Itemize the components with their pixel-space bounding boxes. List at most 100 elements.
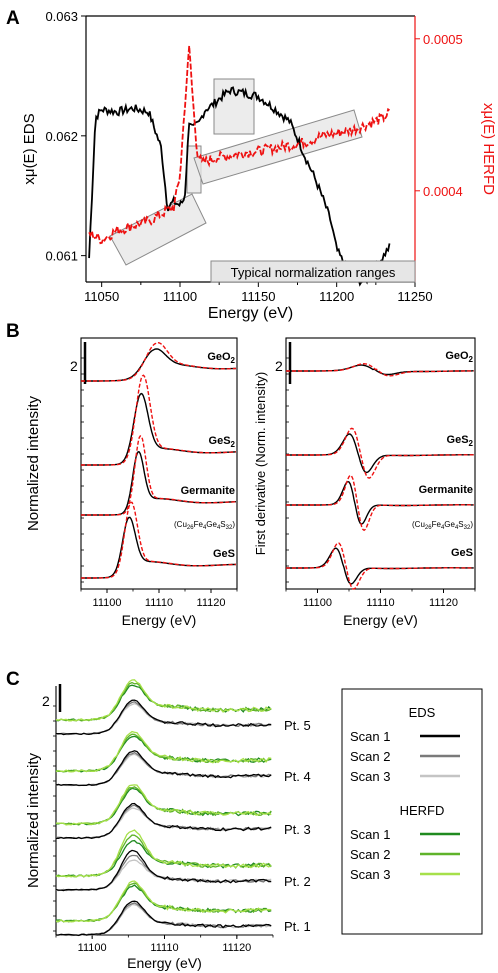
legend-label: Scan 1: [350, 729, 390, 744]
panel-label-c: C: [6, 669, 20, 690]
eds-spectrum-line: [286, 433, 474, 474]
eds-spectrum-line: [81, 392, 237, 466]
x-axis-title: Energy (eV): [208, 305, 293, 322]
panel-a: A 11050 11100 11150 11200 11250 0.061 0.062 0.06…: [6, 8, 497, 322]
formula-part: 4: [203, 525, 207, 531]
x-tick-label: 11100: [163, 289, 197, 304]
herfd-scan-line: [55, 730, 272, 773]
herfd-spectrum-line: [81, 341, 237, 382]
panel-c: C 11100 11110 11120 Energy (eV) Normalized in…: [6, 669, 483, 971]
formula-part: (Cu: [174, 520, 187, 529]
germanite-formula: (Cu26Fe4Ge4S32): [412, 520, 473, 531]
x-tick-label: 11110: [150, 942, 178, 954]
herfd-scan-line: [55, 679, 272, 722]
herfd-scan-line: [55, 839, 272, 878]
formula-part: Fe: [194, 520, 204, 529]
norm-range-box-pre-edge: [109, 193, 207, 266]
x-tick-label: 11150: [241, 289, 275, 304]
spectrum-label-main: GeS: [213, 548, 235, 560]
plot-frame: [285, 337, 476, 590]
y-left-tick-label: 0.061: [45, 249, 78, 264]
y-axis-title: Normalized intensity: [25, 752, 42, 888]
herfd-spectrum-line: [286, 362, 474, 377]
formula-part: S: [458, 520, 463, 529]
x-tick-label: 11250: [397, 289, 432, 304]
y-right-tick-label: 0.0005: [423, 32, 463, 47]
point-label: Pt. 3: [284, 822, 311, 837]
x-tick-label: 11120: [197, 597, 226, 609]
eds-scan-line: [55, 750, 272, 787]
formula-part: ): [470, 520, 473, 529]
eds-spectrum-line: [286, 547, 474, 585]
spectrum-label: GeS: [213, 548, 235, 560]
eds-series-line: [88, 86, 391, 287]
legend-group-title: HERFD: [400, 803, 445, 818]
herfd-spectrum-line: [286, 474, 474, 532]
herfd-scan-line: [55, 784, 272, 826]
herfd-scan-line: [55, 681, 272, 722]
eds-scan-line: [55, 699, 272, 736]
x-tick-label: 11200: [319, 289, 354, 304]
formula-part: ): [232, 520, 235, 529]
herfd-scan-line: [56, 880, 272, 923]
herfd-scan-line: [55, 684, 272, 722]
spectrum-label: GeO2: [445, 350, 473, 364]
spectrum-label-main: GeS: [209, 435, 231, 447]
point-label: Pt. 1: [284, 919, 311, 934]
y-axis-title-right: xμ(E) HERFD: [480, 103, 497, 195]
y-axis-title: First derivative (Norm. intensity): [253, 372, 268, 555]
eds-spectrum-line: [81, 451, 237, 516]
formula-part: 32: [226, 525, 233, 531]
x-tick-label: 11120: [222, 942, 251, 954]
x-tick-label: 11050: [84, 289, 119, 304]
x-tick-label: 11100: [303, 597, 332, 609]
formula-part: Ge: [206, 520, 217, 529]
herfd-spectrum-line: [286, 542, 474, 590]
spectrum-label-main: GeS: [451, 547, 473, 559]
herfd-scan-line: [55, 786, 272, 826]
x-tick-label: 11110: [145, 597, 173, 609]
legend-box: [341, 688, 483, 935]
panel-label-a: A: [6, 8, 20, 29]
x-axis-title: Energy (eV): [127, 955, 202, 971]
eds-scan-line: [55, 849, 272, 892]
formula-part: 4: [217, 525, 221, 531]
norm-range-box-post-edge: [213, 78, 255, 135]
point-label: Pt. 4: [284, 769, 311, 784]
spectrum-label: GeS2: [209, 435, 236, 449]
spectrum-label-subscript: 2: [231, 356, 236, 365]
formula-part: 26: [425, 525, 432, 531]
x-tick-label: 11110: [366, 597, 394, 609]
x-tick-label: 11100: [78, 942, 107, 954]
formula-part: Ge: [444, 520, 455, 529]
x-tick-label: 11120: [429, 597, 458, 609]
herfd-scan-line: [55, 733, 272, 773]
spectrum-label: GeO2: [207, 351, 235, 365]
formula-part: 26: [187, 525, 194, 531]
scale-bar-label: 2: [275, 358, 283, 374]
spectrum-label-main: Germanite: [181, 485, 235, 497]
herfd-scan-line: [55, 834, 272, 878]
formula-part: (Cu: [412, 520, 425, 529]
legend-label: Scan 2: [350, 847, 390, 862]
formula-part: Fe: [432, 520, 442, 529]
herfd-spectrum-line: [81, 374, 237, 466]
spectrum-label-main: GeO: [445, 350, 469, 362]
eds-spectrum-line: [286, 364, 474, 376]
herfd-spectrum-line: [286, 427, 474, 479]
y-axis-title-left: xμ(E) EDS: [21, 113, 38, 184]
y-left-tick-label: 0.063: [45, 9, 78, 24]
herfd-spectrum-line: [81, 501, 236, 579]
panel-label-b: B: [6, 321, 20, 342]
legend-label: Scan 2: [350, 749, 390, 764]
annotation-box: [210, 260, 416, 283]
spectrum-label-subscript: 2: [469, 355, 474, 364]
y-right-tick-label: 0.0004: [423, 184, 463, 199]
legend-label: Scan 3: [350, 867, 390, 882]
scale-bar-label: 2: [42, 693, 50, 709]
herfd-scan-line: [55, 829, 272, 878]
y-left-tick-label: 0.062: [45, 129, 78, 144]
eds-scan-line: [56, 802, 272, 840]
spectrum-label: GeS: [451, 547, 473, 559]
